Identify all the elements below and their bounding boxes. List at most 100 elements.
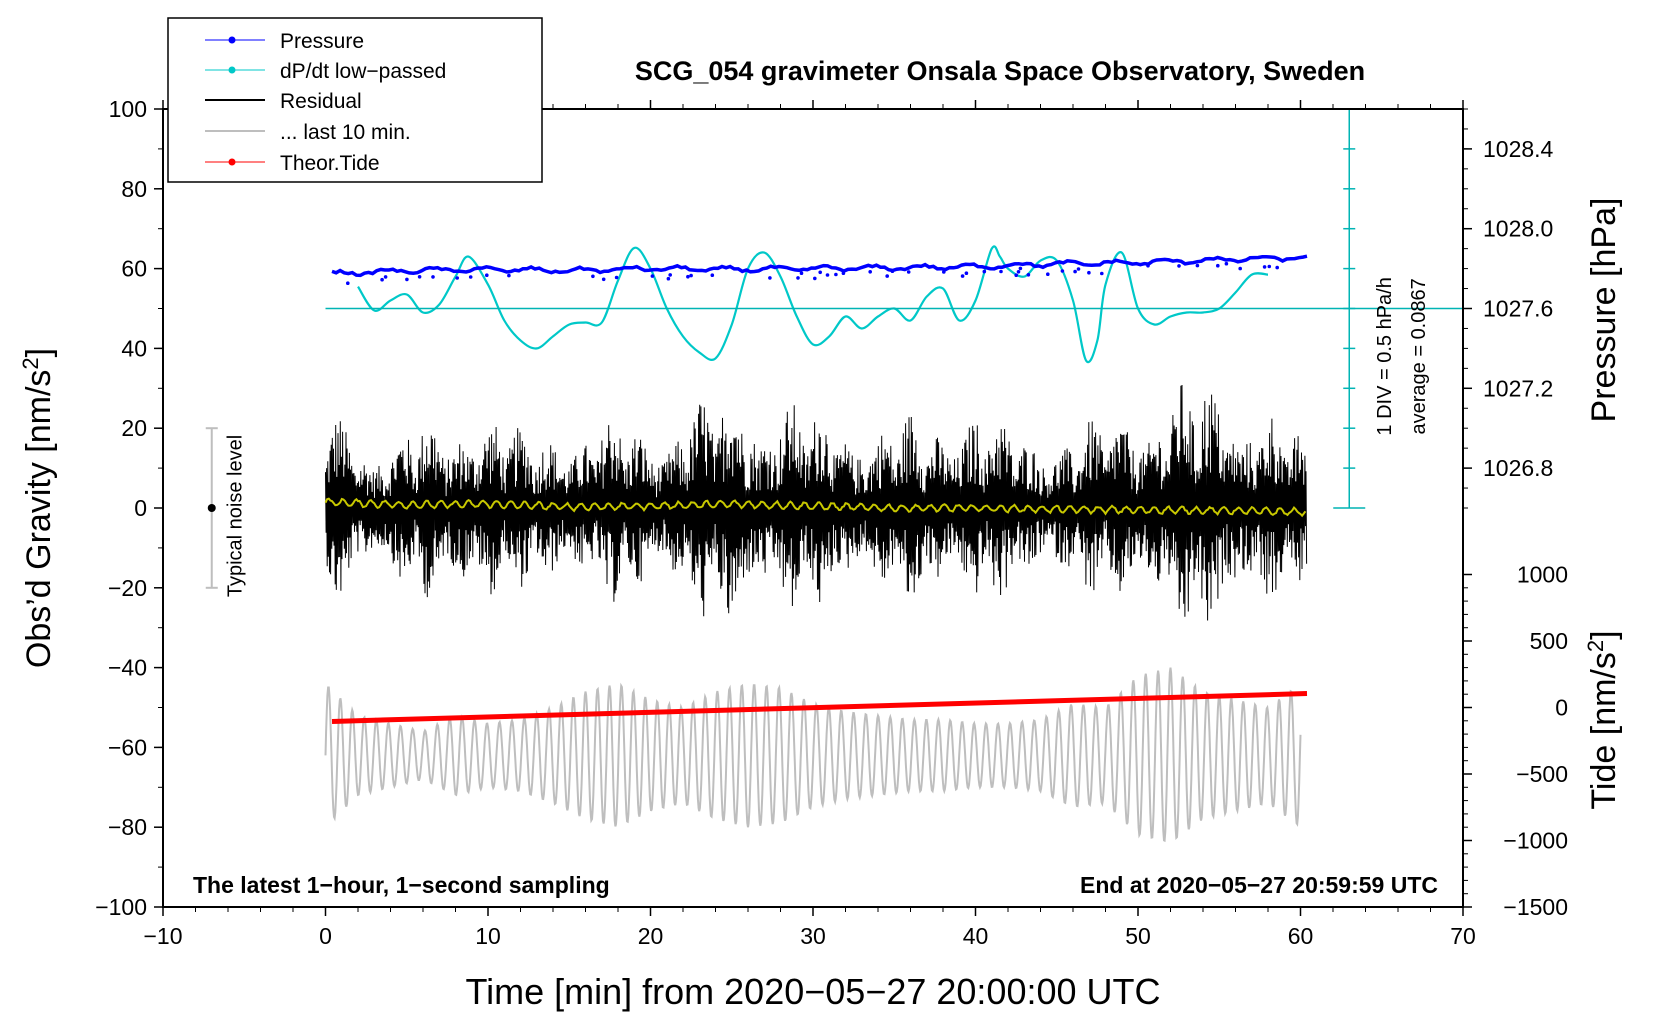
y-axis-left-label: Obs’d Gravity [nm/s2]: [18, 348, 58, 668]
x-axis-label: Time [min] from 2020−05−27 20:00:00 UTC: [465, 971, 1160, 1012]
pressure-point: [1076, 267, 1081, 271]
end-time-annotation: End at 2020−05−27 20:59:59 UTC: [1080, 872, 1438, 898]
x-tick-label: 50: [1125, 923, 1151, 949]
x-tick-label: 0: [319, 923, 332, 949]
y-left-tick-label: −40: [108, 655, 147, 681]
tide-tick-label: −1500: [1503, 894, 1568, 920]
pressure-point: [1060, 269, 1065, 273]
y-left-tick-label: 100: [109, 96, 147, 122]
pressure-point: [890, 269, 895, 274]
x-tick-label: 30: [800, 923, 826, 949]
pressure-point: [417, 275, 422, 279]
y-axis-tide-label: Tide [nm/s2]: [1583, 630, 1623, 809]
series-pressure: [331, 254, 1308, 286]
plot-frame: [162, 108, 1464, 908]
pressure-point: [1018, 266, 1023, 271]
x-tick-label: 70: [1450, 923, 1476, 949]
pressure-point: [689, 273, 693, 278]
pressure-point: [868, 270, 872, 274]
pressure-point: [710, 273, 715, 278]
pressure-point: [614, 275, 619, 280]
dpdt-div-text: 1 DIV = 0.5 hPa/h: [1374, 277, 1396, 435]
pressure-point: [383, 275, 388, 279]
x-tick-label: −10: [143, 923, 182, 949]
pressure-point: [666, 276, 671, 281]
y-left-label-suffix: ]: [20, 348, 58, 357]
pressure-line: [331, 254, 1308, 278]
tide-label-sup: 2: [1583, 640, 1608, 652]
legend: Pressure dP/dt low−passed Residual ... l…: [167, 17, 543, 183]
pressure-point: [485, 273, 489, 278]
x-tick-label: 60: [1288, 923, 1314, 949]
y-left-tick-label: −100: [95, 894, 147, 920]
pressure-point: [964, 271, 969, 276]
pressure-point: [668, 273, 672, 277]
y-left-tick-label: 60: [121, 256, 147, 282]
legend-label-dpdt: dP/dt low−passed: [280, 60, 446, 83]
pressure-point: [1046, 272, 1050, 277]
y-axis-pressure-label: Pressure [hPa]: [1585, 198, 1623, 423]
pressure-point: [1146, 263, 1150, 268]
y-left-label-prefix: Obs’d Gravity [nm/s: [20, 370, 58, 669]
pressure-point: [834, 272, 838, 277]
x-tick-label: 40: [963, 923, 989, 949]
pressure-point: [818, 270, 822, 275]
pressure-point: [885, 274, 889, 278]
pressure-point: [1026, 273, 1031, 277]
pressure-point: [455, 276, 460, 280]
tide-label-prefix: Tide [nm/s: [1585, 652, 1623, 809]
pressure-point: [1224, 261, 1229, 266]
overlays: 1 DIV = 0.5 hPa/h average = 0.0867 Typical…: [205, 108, 1463, 597]
pressure-point: [686, 274, 690, 279]
legend-entry-residual: Residual: [205, 90, 362, 113]
pressure-point: [999, 269, 1003, 274]
legend-entry-last10: ... last 10 min.: [205, 121, 411, 144]
pressure-point: [982, 269, 987, 274]
data-series: [324, 245, 1308, 843]
y-left-tick-label: −60: [108, 734, 147, 760]
pressure-point: [768, 276, 772, 280]
tide-tick-label: −1000: [1503, 828, 1568, 854]
y-left-tick-label: 0: [134, 495, 147, 521]
pressure-tick-label: 1027.2: [1483, 375, 1553, 401]
pressure-point: [1262, 265, 1267, 269]
series-residual: [325, 384, 1308, 621]
pressure-tick-label: 1026.8: [1483, 455, 1553, 481]
series-theor-tide: [331, 691, 1308, 724]
pressure-point: [346, 281, 350, 286]
pressure-point: [796, 276, 800, 280]
legend-label-residual: Residual: [280, 90, 362, 113]
pressure-point: [405, 277, 409, 282]
tide-tick-label: 500: [1530, 628, 1568, 654]
pressure-tick-label: 1028.0: [1483, 216, 1553, 242]
pressure-point: [1238, 266, 1242, 271]
chart-title: SCG_054 gravimeter Onsala Space Observat…: [635, 56, 1365, 86]
sampling-annotation: The latest 1−hour, 1−second sampling: [193, 872, 610, 898]
pressure-point: [1195, 263, 1200, 268]
tide-tick-label: −500: [1516, 761, 1568, 787]
pressure-point: [431, 275, 435, 279]
pressure-point: [650, 274, 655, 278]
y-left-tick-label: −20: [108, 575, 147, 601]
legend-entry-dpdt: dP/dt low−passed: [205, 60, 446, 83]
pressure-point: [1216, 263, 1220, 268]
tide-label-suffix: ]: [1585, 630, 1623, 639]
noise-center-dot: [207, 504, 216, 512]
pressure-point: [942, 270, 946, 274]
x-tick-label: 20: [638, 923, 664, 949]
pressure-point: [1016, 270, 1021, 274]
legend-label-last10: ... last 10 min.: [280, 121, 411, 144]
pressure-point: [601, 277, 606, 282]
legend-entry-tide: Theor.Tide: [205, 152, 380, 175]
y-left-tick-label: −80: [108, 814, 147, 840]
pressure-point: [906, 270, 911, 274]
dpdt-average-text: average = 0.0867: [1408, 278, 1430, 434]
noise-level-label: Typical noise level: [225, 435, 247, 597]
y-left-tick-label: 20: [121, 415, 147, 441]
pressure-point: [799, 271, 804, 276]
series-residual-trend: [324, 497, 1307, 518]
axis-ticks: −10 0 10 20 30 40 50 60 70100806040200−20−40−60−…: [95, 96, 1568, 949]
pressure-point: [1275, 265, 1279, 270]
pressure-point: [1087, 270, 1091, 275]
